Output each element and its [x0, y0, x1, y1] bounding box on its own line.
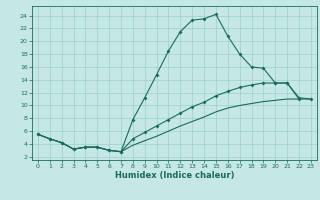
X-axis label: Humidex (Indice chaleur): Humidex (Indice chaleur) — [115, 171, 234, 180]
